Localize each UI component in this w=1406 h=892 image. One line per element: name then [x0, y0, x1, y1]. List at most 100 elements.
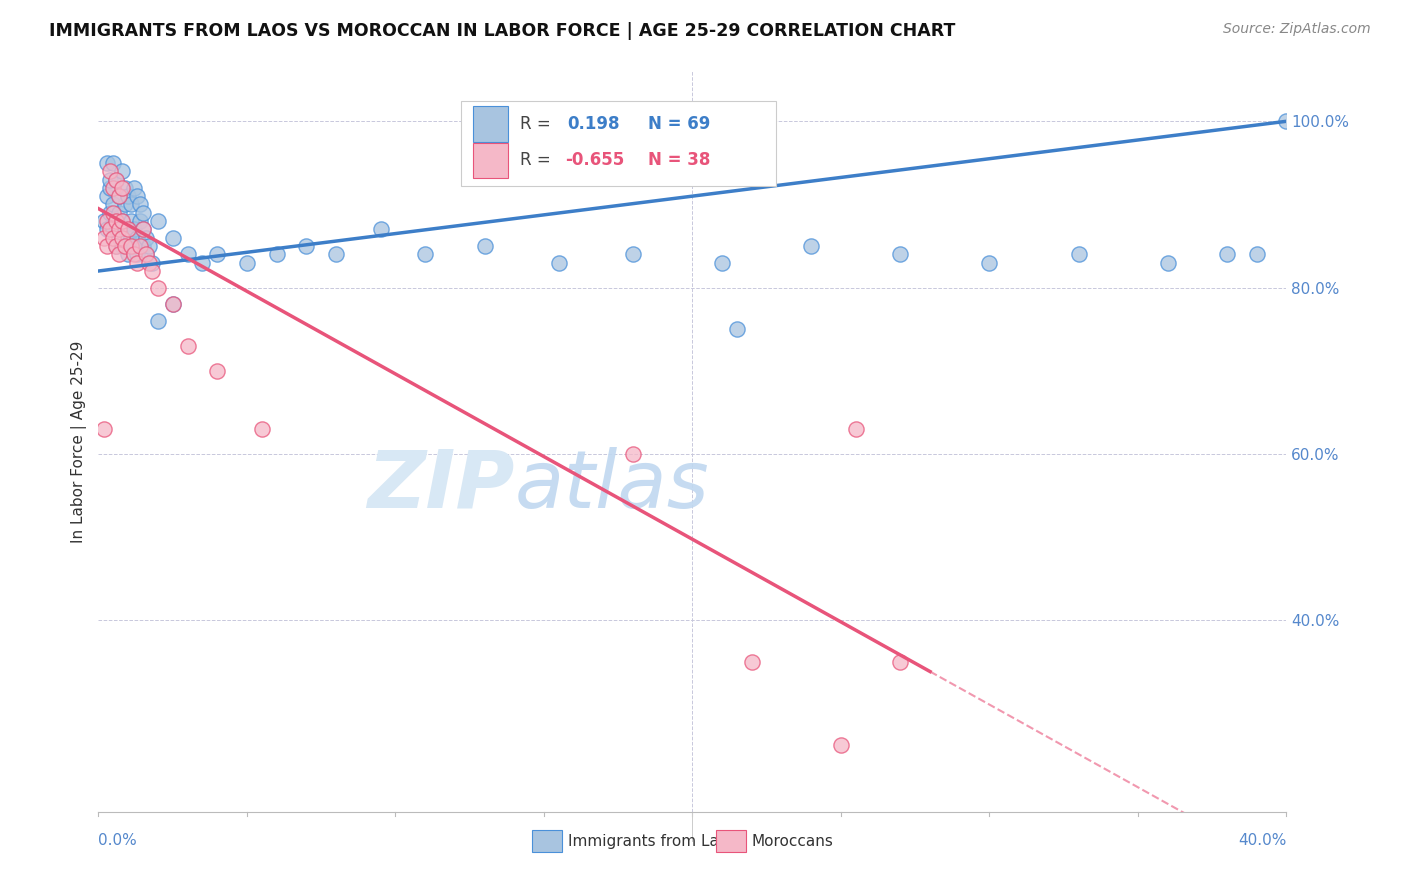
- Point: [474, 239, 496, 253]
- Text: 0.0%: 0.0%: [98, 832, 138, 847]
- Point: [162, 231, 184, 245]
- Point: [120, 231, 142, 245]
- Point: [621, 247, 644, 261]
- Point: [621, 447, 644, 461]
- Point: [122, 247, 145, 261]
- Point: [146, 314, 169, 328]
- Text: N = 38: N = 38: [648, 152, 711, 169]
- Point: [162, 297, 184, 311]
- Point: [711, 255, 734, 269]
- Point: [108, 222, 131, 236]
- Point: [103, 181, 125, 195]
- Point: [120, 214, 142, 228]
- Point: [141, 255, 163, 269]
- Point: [120, 197, 142, 211]
- Point: [108, 189, 131, 203]
- Point: [413, 247, 436, 261]
- Point: [889, 655, 911, 669]
- Point: [93, 231, 115, 245]
- Point: [138, 255, 160, 269]
- Point: [236, 255, 259, 269]
- Point: [122, 222, 145, 236]
- Point: [117, 247, 139, 261]
- Point: [138, 239, 160, 253]
- Point: [105, 214, 128, 228]
- Point: [96, 239, 118, 253]
- Point: [1156, 255, 1178, 269]
- Point: [191, 255, 214, 269]
- Point: [98, 164, 121, 178]
- Point: [125, 189, 148, 203]
- Point: [162, 297, 184, 311]
- Point: [889, 247, 911, 261]
- Point: [98, 222, 121, 236]
- Point: [103, 206, 125, 220]
- Point: [295, 239, 318, 253]
- Point: [122, 181, 145, 195]
- Point: [176, 339, 198, 353]
- Point: [96, 222, 118, 236]
- Point: [103, 197, 125, 211]
- Text: Moroccans: Moroccans: [752, 834, 834, 849]
- Point: [108, 247, 131, 261]
- Point: [117, 222, 139, 236]
- Point: [1216, 247, 1239, 261]
- Text: ZIP: ZIP: [367, 447, 515, 525]
- Point: [370, 222, 392, 236]
- Point: [103, 231, 125, 245]
- Point: [114, 222, 136, 236]
- Text: -0.655: -0.655: [565, 152, 624, 169]
- Point: [114, 197, 136, 211]
- Point: [141, 264, 163, 278]
- Point: [111, 181, 134, 195]
- Y-axis label: In Labor Force | Age 25-29: In Labor Force | Age 25-29: [72, 341, 87, 542]
- Point: [111, 239, 134, 253]
- FancyBboxPatch shape: [472, 143, 509, 178]
- Point: [98, 206, 121, 220]
- Point: [135, 247, 157, 261]
- Point: [103, 156, 125, 170]
- Point: [108, 206, 131, 220]
- Text: Immigrants from Laos: Immigrants from Laos: [568, 834, 735, 849]
- FancyBboxPatch shape: [531, 830, 562, 853]
- FancyBboxPatch shape: [472, 106, 509, 142]
- Text: IMMIGRANTS FROM LAOS VS MOROCCAN IN LABOR FORCE | AGE 25-29 CORRELATION CHART: IMMIGRANTS FROM LAOS VS MOROCCAN IN LABO…: [49, 22, 956, 40]
- Point: [129, 197, 152, 211]
- Point: [96, 156, 118, 170]
- Point: [111, 214, 134, 228]
- Point: [325, 247, 347, 261]
- Point: [800, 239, 823, 253]
- Point: [114, 239, 136, 253]
- Point: [830, 738, 852, 752]
- Text: Source: ZipAtlas.com: Source: ZipAtlas.com: [1223, 22, 1371, 37]
- Point: [114, 181, 136, 195]
- Text: 0.198: 0.198: [568, 115, 620, 133]
- Point: [176, 247, 198, 261]
- Point: [205, 364, 228, 378]
- Point: [98, 181, 121, 195]
- Text: 40.0%: 40.0%: [1239, 832, 1286, 847]
- Point: [125, 231, 148, 245]
- Point: [108, 222, 131, 236]
- Point: [125, 247, 148, 261]
- Point: [122, 239, 145, 253]
- FancyBboxPatch shape: [716, 830, 747, 853]
- Point: [135, 231, 157, 245]
- Point: [93, 214, 115, 228]
- Point: [146, 214, 169, 228]
- Point: [1246, 247, 1268, 261]
- Point: [98, 172, 121, 186]
- Point: [103, 222, 125, 236]
- Point: [250, 422, 273, 436]
- Point: [1067, 247, 1090, 261]
- Point: [979, 255, 1001, 269]
- Point: [105, 172, 128, 186]
- Point: [96, 189, 118, 203]
- Text: N = 69: N = 69: [648, 115, 711, 133]
- Point: [1275, 114, 1298, 128]
- Text: R =: R =: [520, 115, 557, 133]
- Point: [105, 239, 128, 253]
- Point: [105, 239, 128, 253]
- Point: [96, 214, 118, 228]
- Point: [205, 247, 228, 261]
